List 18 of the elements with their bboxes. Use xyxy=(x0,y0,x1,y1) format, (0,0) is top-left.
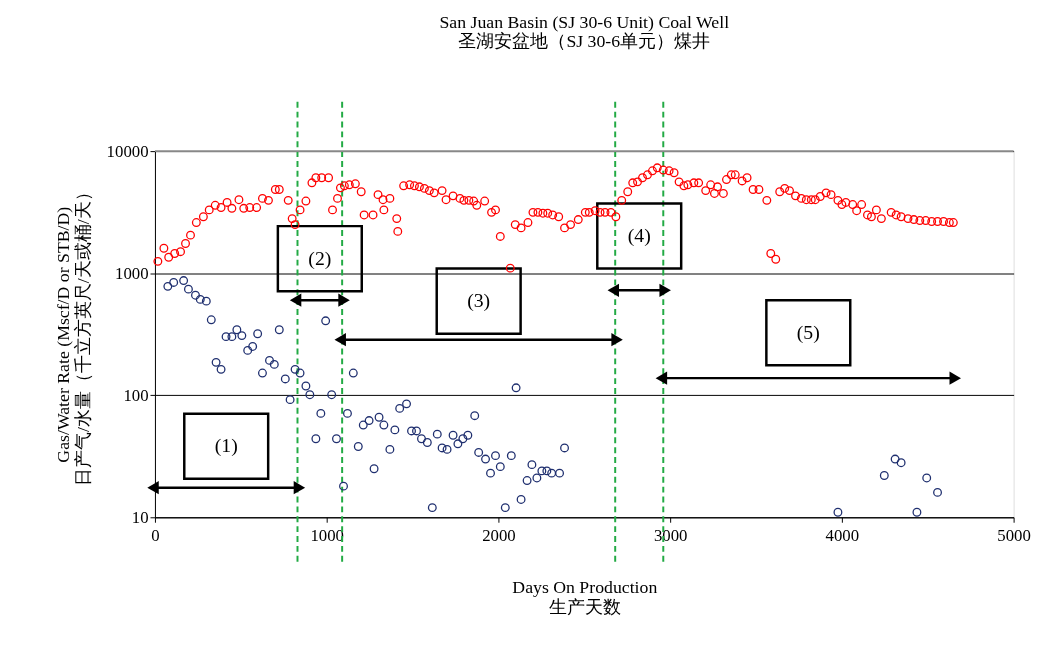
y-tick-label: 1000 xyxy=(115,263,149,283)
y-tick-label: 10 xyxy=(131,507,149,527)
x-tick-label: 5000 xyxy=(997,526,1031,546)
annotation: (5) xyxy=(796,320,820,344)
y-tick-label: 100 xyxy=(123,385,149,405)
chart-title: San Juan Basin (SJ 30-6 Unit) Coal Well 圣湖安盆地（SJ 30-6单元）煤井 xyxy=(439,11,730,52)
annotation: (3) xyxy=(467,289,491,313)
y-axis-title: Gas/Water Rate (Mscf/D or STB/D) 日产气/水量（千立方英尺/天或桶/天） xyxy=(53,183,93,487)
annotation: (4) xyxy=(627,223,651,247)
annotation: (1) xyxy=(214,434,238,458)
x-axis-title: Days On Production 生产天数 xyxy=(512,576,658,617)
x-tick-label: 4000 xyxy=(825,526,860,546)
x-tick-label: 2000 xyxy=(482,526,516,546)
x-tick-label: 0 xyxy=(151,526,160,546)
x-tick-label: 1000 xyxy=(310,526,344,546)
y-tick-label: 10000 xyxy=(106,141,149,161)
x-tick-label: 3000 xyxy=(653,526,688,546)
annotation: (2) xyxy=(308,246,332,270)
